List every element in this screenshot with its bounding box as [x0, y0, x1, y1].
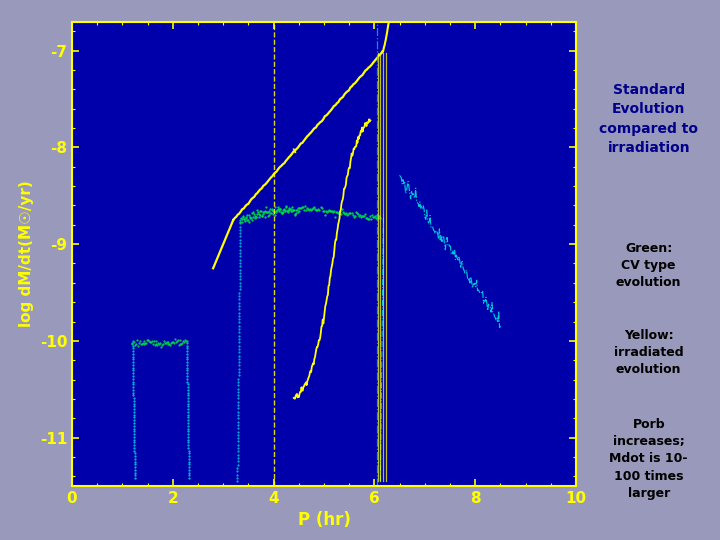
X-axis label: P (hr): P (hr)	[297, 511, 351, 529]
Text: Porb
increases;
Mdot is 10-
100 times
larger: Porb increases; Mdot is 10- 100 times la…	[609, 418, 688, 500]
Y-axis label: log dM/dt(M☉/yr): log dM/dt(M☉/yr)	[19, 180, 34, 327]
Text: Standard
Evolution
compared to
irradiation: Standard Evolution compared to irradiati…	[599, 83, 698, 155]
Text: Yellow:
irradiated
evolution: Yellow: irradiated evolution	[614, 329, 683, 376]
Text: Green:
CV type
evolution: Green: CV type evolution	[616, 242, 681, 289]
